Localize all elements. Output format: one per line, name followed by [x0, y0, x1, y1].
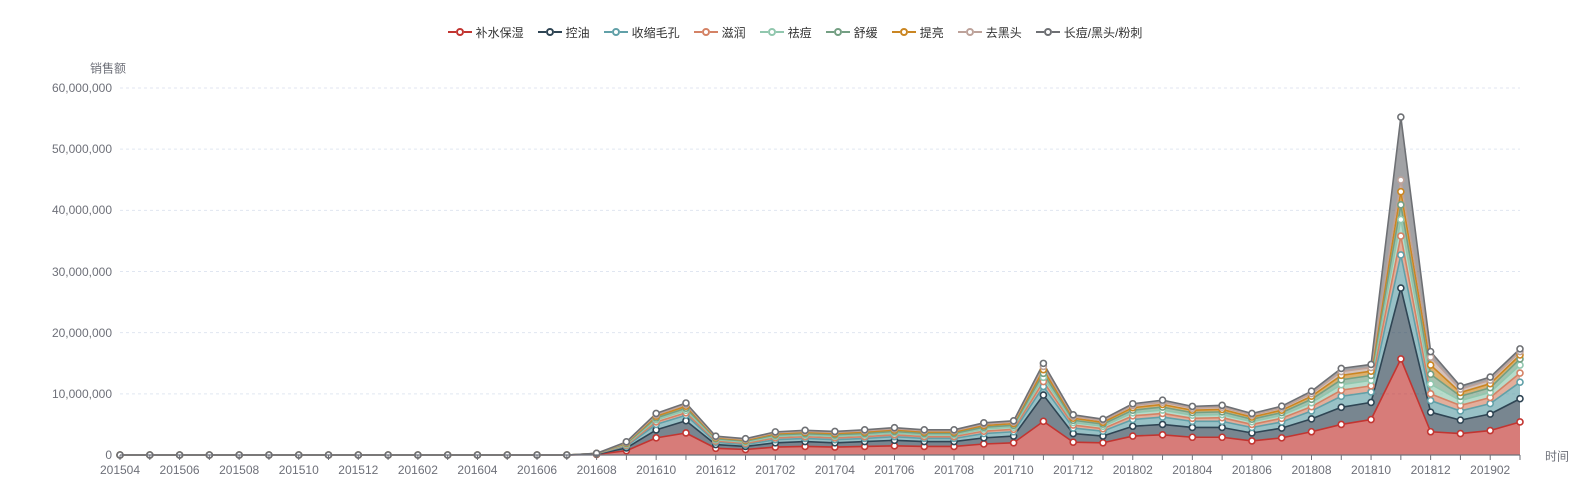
legend-marker-icon — [694, 28, 718, 36]
x-tick-label: 201512 — [338, 463, 378, 477]
series-markers — [117, 114, 1523, 458]
legend-item-label: 补水保湿 — [476, 24, 524, 41]
y-tick-label: 0 — [32, 448, 112, 462]
legend-marker-icon — [892, 28, 916, 36]
x-tick-label: 201704 — [815, 463, 855, 477]
legend-marker-icon — [760, 28, 784, 36]
legend-item[interactable]: 收缩毛孔 — [604, 24, 680, 41]
legend-marker-icon — [604, 28, 628, 36]
y-tick-label: 50,000,000 — [32, 142, 112, 156]
legend-item[interactable]: 长痘/黑头/粉刺 — [1036, 24, 1143, 41]
y-tick-label: 30,000,000 — [32, 265, 112, 279]
x-tick-label: 201808 — [1291, 463, 1331, 477]
y-tick-label: 40,000,000 — [32, 203, 112, 217]
legend-item[interactable]: 祛痘 — [760, 24, 812, 41]
legend-item[interactable]: 滋润 — [694, 24, 746, 41]
legend-item-label: 提亮 — [920, 24, 944, 41]
legend-marker-icon — [958, 28, 982, 36]
y-tick-label: 20,000,000 — [32, 326, 112, 340]
x-axis-name: 时间 — [1545, 448, 1569, 465]
x-tick-label: 201504 — [100, 463, 140, 477]
x-tick-label: 201810 — [1351, 463, 1391, 477]
legend-item-label: 控油 — [566, 24, 590, 41]
x-tick-label: 201902 — [1470, 463, 1510, 477]
legend-item[interactable]: 补水保湿 — [448, 24, 524, 41]
legend-item-label: 祛痘 — [788, 24, 812, 41]
legend-item-label: 长痘/黑头/粉刺 — [1064, 24, 1143, 41]
x-tick-label: 201612 — [696, 463, 736, 477]
x-tick-label: 201606 — [517, 463, 557, 477]
legend-item-label: 去黑头 — [986, 24, 1022, 41]
x-tick-label: 201802 — [1113, 463, 1153, 477]
x-tick-label: 201602 — [398, 463, 438, 477]
legend-marker-icon — [448, 28, 472, 36]
y-tick-label: 10,000,000 — [32, 387, 112, 401]
legend-item-label: 滋润 — [722, 24, 746, 41]
x-tick-label: 201608 — [577, 463, 617, 477]
x-tick-label: 201510 — [279, 463, 319, 477]
x-tick-label: 201710 — [994, 463, 1034, 477]
legend-item-label: 舒缓 — [854, 24, 878, 41]
legend-item[interactable]: 控油 — [538, 24, 590, 41]
x-tick-label: 201604 — [457, 463, 497, 477]
x-tick-label: 201506 — [160, 463, 200, 477]
legend-marker-icon — [1036, 28, 1060, 36]
x-tick-label: 201708 — [934, 463, 974, 477]
y-axis-name: 销售额 — [90, 60, 126, 77]
x-tick-label: 201812 — [1411, 463, 1451, 477]
stacked-area-chart — [0, 0, 1590, 500]
legend-item[interactable]: 去黑头 — [958, 24, 1022, 41]
y-tick-label: 60,000,000 — [32, 81, 112, 95]
legend-item[interactable]: 提亮 — [892, 24, 944, 41]
x-tick-label: 201702 — [755, 463, 795, 477]
x-tick-label: 201706 — [874, 463, 914, 477]
legend-item[interactable]: 舒缓 — [826, 24, 878, 41]
x-tick-label: 201806 — [1232, 463, 1272, 477]
legend-marker-icon — [538, 28, 562, 36]
x-tick-label: 201610 — [636, 463, 676, 477]
legend-item-label: 收缩毛孔 — [632, 24, 680, 41]
legend: 补水保湿 控油 收缩毛孔 滋润 祛痘 舒缓 提亮 去黑头 长痘/黑头/粉刺 — [0, 22, 1590, 41]
x-tick-label: 201804 — [1172, 463, 1212, 477]
x-tick-label: 201508 — [219, 463, 259, 477]
legend-marker-icon — [826, 28, 850, 36]
x-tick-label: 201712 — [1053, 463, 1093, 477]
